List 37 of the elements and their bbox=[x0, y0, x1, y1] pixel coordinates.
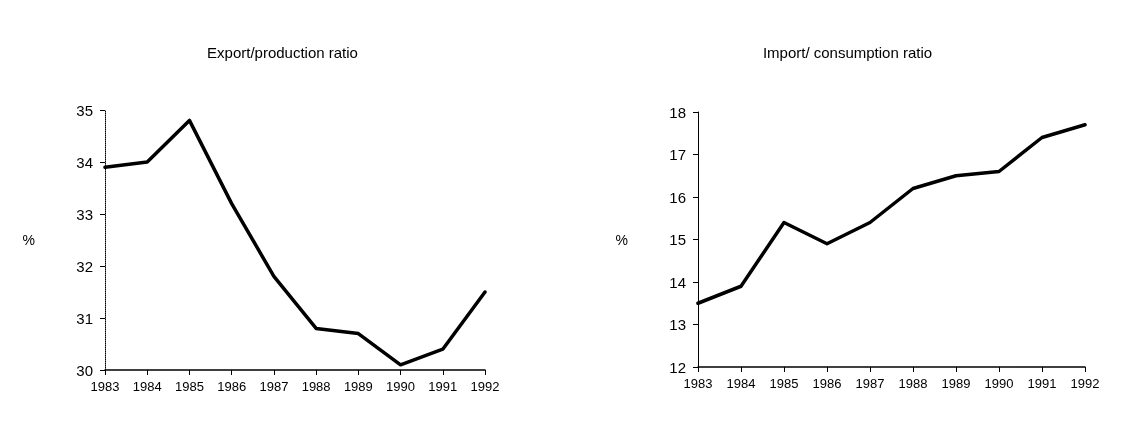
y-tick-label: 13 bbox=[669, 316, 686, 333]
y-tick-label: 32 bbox=[76, 257, 93, 275]
chart-title: Export/production ratio bbox=[207, 44, 358, 61]
y-tick-label: 34 bbox=[76, 153, 93, 171]
x-tick-label: 1988 bbox=[301, 379, 331, 394]
y-tick-label: 12 bbox=[669, 358, 686, 376]
y-axis-title: % bbox=[615, 231, 628, 248]
x-tick-label: 1991 bbox=[1027, 376, 1057, 391]
x-tick-label: 1987 bbox=[855, 376, 885, 391]
x-tick-label: 1989 bbox=[941, 376, 971, 391]
x-tick-label: 1985 bbox=[174, 379, 204, 394]
y-tick-label: 31 bbox=[76, 309, 93, 327]
x-tick-label: 1983 bbox=[683, 376, 713, 391]
y-tick-label: 33 bbox=[76, 205, 93, 223]
chart-title: Import/ consumption ratio bbox=[762, 44, 933, 61]
x-tick-label: 1988 bbox=[898, 376, 928, 391]
x-tick-label: 1983 bbox=[90, 379, 120, 394]
x-tick-label: 1990 bbox=[386, 379, 416, 394]
y-tick-label: 35 bbox=[76, 101, 93, 119]
x-tick-label: 1985 bbox=[769, 376, 799, 391]
x-tick-label: 1984 bbox=[726, 376, 756, 391]
y-axis-title: % bbox=[22, 232, 35, 248]
y-tick-label: 18 bbox=[669, 103, 686, 121]
x-tick-label: 1987 bbox=[259, 379, 289, 394]
x-tick-label: 1992 bbox=[1070, 376, 1100, 391]
y-tick-label: 16 bbox=[669, 188, 686, 206]
x-tick-label: 1992 bbox=[470, 379, 500, 394]
x-tick-label: 1984 bbox=[132, 379, 162, 394]
y-tick-label: 15 bbox=[669, 231, 686, 248]
x-tick-label: 1986 bbox=[812, 376, 842, 391]
x-tick-label: 1989 bbox=[343, 379, 373, 394]
x-tick-label: 1986 bbox=[217, 379, 247, 394]
x-tick-label: 1990 bbox=[984, 376, 1014, 391]
y-tick-label: 30 bbox=[76, 361, 93, 379]
y-tick-label: 14 bbox=[669, 273, 686, 291]
y-tick-label: 17 bbox=[669, 146, 686, 163]
x-tick-label: 1991 bbox=[428, 379, 458, 394]
